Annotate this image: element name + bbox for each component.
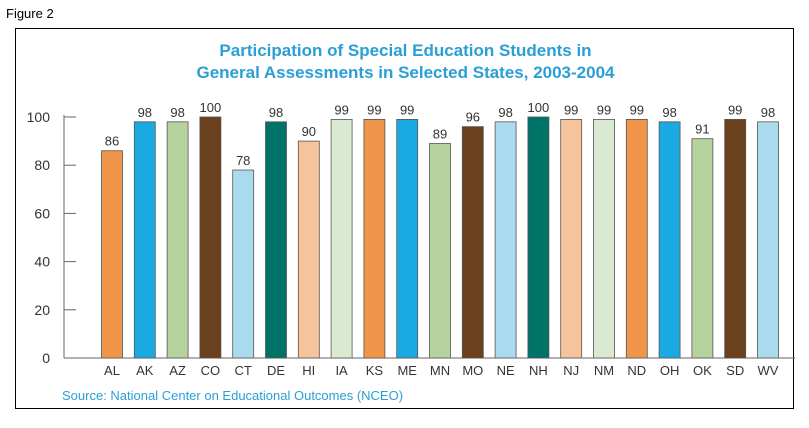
y-tick-label: 100 (27, 109, 51, 125)
bar-oh (658, 121, 681, 359)
chart-title-line1: Participation of Special Education Stude… (219, 41, 592, 60)
x-tick-label: SD (726, 363, 744, 378)
x-tick-label: AZ (169, 363, 186, 378)
bar-ok (691, 138, 714, 359)
x-tick-label: DE (267, 363, 285, 378)
bar-wv (757, 121, 779, 359)
bar-ak (133, 121, 156, 359)
x-tick-label: OH (660, 363, 680, 378)
bar-co (199, 116, 222, 359)
value-label: 99 (334, 102, 348, 117)
bar-ks (363, 119, 386, 359)
x-tick-label: IA (335, 363, 348, 378)
value-label: 98 (662, 105, 676, 120)
bar-az (166, 121, 189, 359)
value-label: 100 (528, 100, 550, 115)
y-tick-label: 60 (34, 205, 50, 221)
chart-source: Source: National Center on Educational O… (62, 388, 404, 403)
bar-al (101, 150, 123, 359)
y-tick-label: 40 (34, 254, 50, 270)
bar-mo (461, 126, 484, 359)
y-tick-label: 0 (42, 350, 50, 366)
value-label: 98 (170, 105, 184, 120)
value-label: 99 (597, 102, 611, 117)
bar-ct (232, 169, 255, 359)
bar-sd (724, 119, 747, 359)
x-tick-label: OK (693, 363, 712, 378)
y-tick-label: 20 (34, 302, 50, 318)
x-tick-label: HI (302, 363, 315, 378)
bar-nm (593, 119, 615, 359)
value-label: 90 (302, 124, 316, 139)
bar-mn (429, 143, 451, 359)
x-tick-label: MN (430, 363, 450, 378)
value-label: 78 (236, 153, 250, 168)
bar-ne (494, 121, 517, 359)
x-tick-label: AL (104, 363, 120, 378)
bar-nj (560, 119, 583, 359)
x-tick-label: CO (201, 363, 221, 378)
value-label: 100 (200, 100, 222, 115)
value-label: 99 (564, 102, 578, 117)
value-label: 98 (498, 105, 512, 120)
bar-hi (297, 140, 320, 359)
x-tick-label: ND (627, 363, 646, 378)
chart-frame: Participation of Special Education Stude… (15, 28, 795, 409)
value-label: 98 (761, 105, 775, 120)
value-label: 99 (367, 102, 381, 117)
x-tick-label: ME (397, 363, 417, 378)
bar-nh (527, 116, 550, 359)
x-tick-label: KS (366, 363, 384, 378)
x-tick-label: AK (136, 363, 154, 378)
bar-ia (330, 119, 353, 359)
bar-me (396, 119, 419, 359)
value-label: 99 (728, 102, 742, 117)
x-tick-label: CT (235, 363, 252, 378)
value-label: 99 (630, 102, 644, 117)
value-label: 99 (400, 102, 414, 117)
bar-chart: 0 20 40 60 80 100 86 AL 98 AK 98 AZ 100 CO 78 CT 98 DE 90 H… (27, 100, 795, 378)
value-label: 98 (269, 105, 283, 120)
x-tick-label: WV (758, 363, 779, 378)
y-tick-label: 80 (34, 157, 50, 173)
x-tick-label: NM (594, 363, 614, 378)
value-label: 86 (105, 134, 119, 149)
figure-label: Figure 2 (6, 6, 54, 21)
chart-title-line2: General Assessments in Selected States, … (196, 63, 615, 82)
x-tick-label: MO (462, 363, 483, 378)
bar-de (265, 121, 287, 359)
bar-nd (625, 119, 648, 359)
value-label: 91 (695, 122, 709, 137)
x-tick-label: NJ (563, 363, 579, 378)
x-tick-label: NE (497, 363, 515, 378)
x-tick-label: NH (529, 363, 548, 378)
value-label: 89 (433, 127, 447, 142)
value-label: 98 (138, 105, 152, 120)
value-label: 96 (466, 110, 480, 125)
